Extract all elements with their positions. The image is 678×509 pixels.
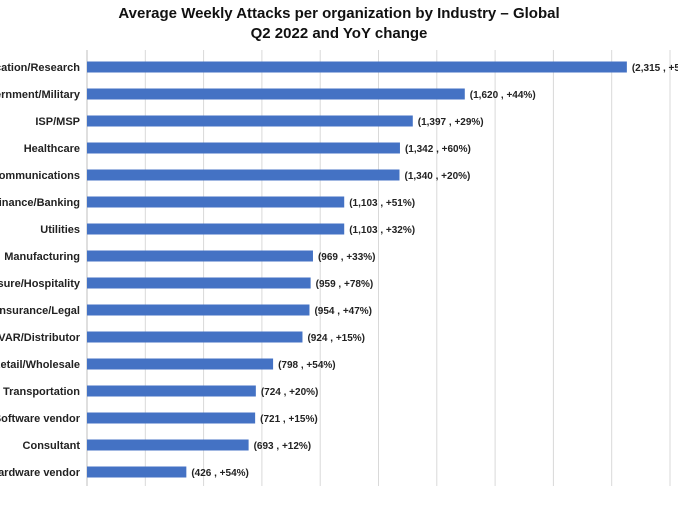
category-label: Transportation [3, 386, 80, 398]
category-label: Manufacturing [4, 251, 80, 263]
category-label: Hardware vendor [0, 467, 81, 479]
data-label: (969 , +33%) [318, 252, 376, 263]
data-label: (724 , +20%) [261, 387, 319, 398]
data-label: (1,103 , +32%) [349, 225, 415, 236]
bar [87, 196, 345, 208]
chart-title-line-2: Q2 2022 and YoY change [250, 25, 428, 42]
bar [87, 169, 400, 181]
bar [87, 466, 187, 478]
bar [87, 250, 313, 262]
data-label: (924 , +15%) [307, 333, 365, 344]
data-label: (1,340 , +20%) [404, 171, 470, 182]
category-label: ISP/MSP [35, 116, 80, 128]
data-label: (1,620 , +44%) [470, 90, 536, 101]
bar [87, 358, 274, 370]
bar [87, 331, 303, 343]
category-label: Software vendor [0, 413, 81, 425]
category-label: Leisure/Hospitality [0, 278, 81, 290]
bar [87, 412, 256, 424]
bar [87, 277, 311, 289]
category-label: Utilities [40, 224, 80, 236]
bar [87, 439, 249, 451]
category-label: Consultant [23, 440, 81, 452]
category-label: Communications [0, 170, 80, 182]
data-label: (1,342 , +60%) [405, 144, 471, 155]
data-label: (798 , +54%) [278, 360, 336, 371]
data-label: (693 , +12%) [254, 441, 312, 452]
bar [87, 223, 345, 235]
category-label: Insurance/Legal [0, 305, 80, 317]
bar [87, 142, 400, 154]
category-label: Finance/Banking [0, 197, 80, 209]
category-label: Government/Military [0, 89, 81, 101]
data-label: (959 , +78%) [316, 279, 374, 290]
category-label: SI/VAR/Distributor [0, 332, 81, 344]
bar [87, 115, 413, 127]
data-label: (426 , +54%) [191, 468, 249, 479]
data-label: (1,103 , +51%) [349, 198, 415, 209]
category-label: Healthcare [24, 143, 80, 155]
bar [87, 61, 627, 73]
data-label: (1,397 , +29%) [418, 117, 484, 128]
data-label: (2,315 , +53%) [632, 63, 678, 74]
data-label: (954 , +47%) [314, 306, 372, 317]
bar [87, 304, 310, 316]
bar [87, 385, 256, 397]
category-label: Retail/Wholesale [0, 359, 80, 371]
bar [87, 88, 465, 100]
data-label: (721 , +15%) [260, 414, 318, 425]
chart-title-line-1: Average Weekly Attacks per organization … [118, 5, 560, 22]
category-label: Education/Research [0, 62, 80, 74]
